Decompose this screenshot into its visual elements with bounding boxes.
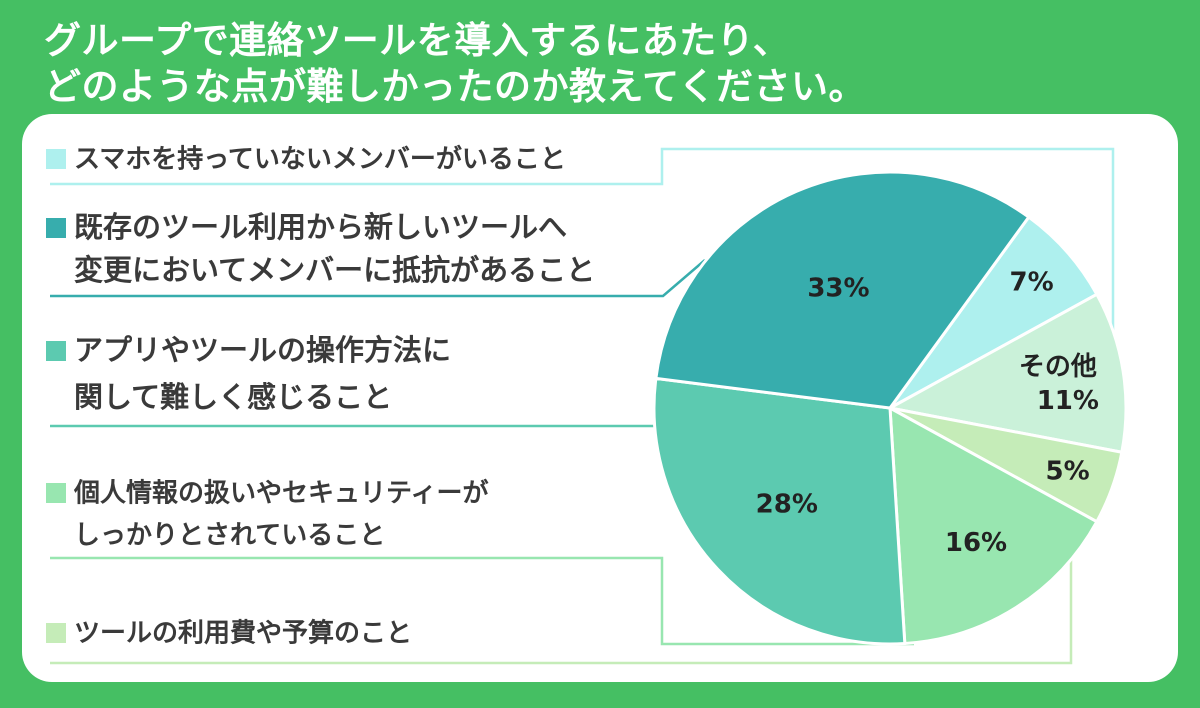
- pie-slice-1: [888, 292, 1128, 454]
- title-line-1: グループで連絡ツールを導入するにあたり、: [44, 19, 791, 62]
- legend-swatch-2: [46, 623, 66, 643]
- slice-name-label-1: その他: [1019, 352, 1097, 382]
- legend-label-3-line-1: しっかりとされていること: [74, 521, 385, 551]
- legend-label-4-line-1: 関して難しく感じること: [74, 380, 392, 414]
- slice-value-label-2: 5%: [1046, 456, 1090, 486]
- page-title: グループで連絡ツールを導入するにあたり、 どのような点が難しかったのか教えてくだ…: [44, 18, 866, 110]
- legend-swatch-4: [46, 341, 66, 361]
- leader-line-5: [50, 259, 706, 298]
- pie-slice-4: [652, 376, 907, 646]
- pie-slice-0: [888, 215, 1099, 410]
- legend-swatch-0: [46, 149, 66, 169]
- slice-value-label-0: 7%: [1010, 268, 1054, 298]
- pie-slice-5: [654, 170, 1031, 410]
- legend-swatch-3: [46, 483, 66, 503]
- legend-label-5-line-1: 変更においてメンバーに抵抗があること: [74, 253, 595, 287]
- leader-line-3: [50, 556, 914, 646]
- legend-label-3-line-0: 個人情報の扱いやセキュリティーが: [73, 478, 488, 509]
- legend-label-0-line-0: スマホを持っていないメンバーがいること: [74, 144, 566, 175]
- legend-label-4-line-0: アプリやツールの操作方法に: [74, 333, 451, 367]
- slice-value-label-5: 33%: [807, 273, 869, 303]
- legend-label-5-line-0: 既存のツール利用から新しいツールへ: [74, 210, 567, 244]
- slice-value-label-3: 16%: [945, 528, 1007, 558]
- leader-line-0: [50, 147, 1115, 337]
- title-line-2: どのような点が難しかったのか教えてください。: [44, 65, 867, 108]
- legend-swatch-5: [46, 218, 66, 238]
- pie-slice-3: [888, 406, 1099, 646]
- slice-value-label-1: 11%: [1037, 386, 1099, 416]
- slice-value-label-4: 28%: [756, 489, 818, 519]
- leader-line-2: [50, 538, 1073, 665]
- legend-label-2-line-0: ツールの利用費や予算のこと: [74, 618, 412, 649]
